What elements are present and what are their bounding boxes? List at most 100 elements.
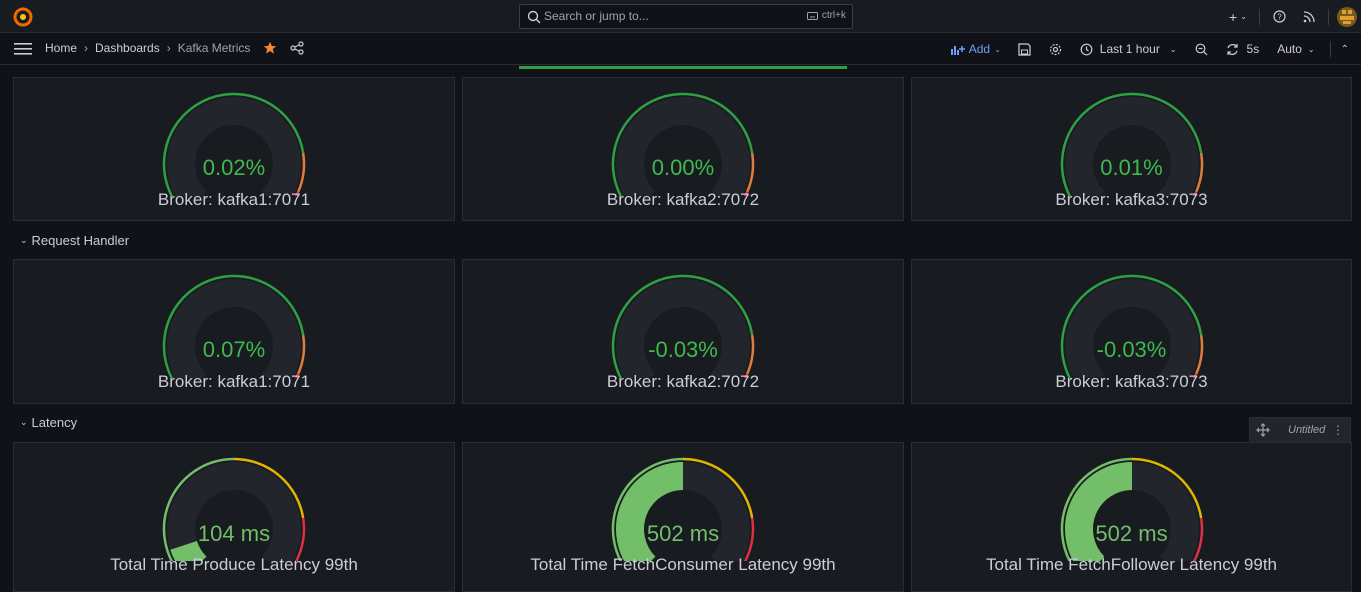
gauge-threshold-red xyxy=(1192,191,1197,196)
gauge-threshold-green xyxy=(611,274,754,378)
gauge-value: 104 ms xyxy=(197,521,271,546)
add-button[interactable]: Add ⌄ xyxy=(943,42,1009,56)
search-placeholder: Search or jump to... xyxy=(544,9,649,23)
divider xyxy=(1259,8,1260,25)
gauge-track xyxy=(616,279,750,378)
divider xyxy=(1329,41,1331,57)
gauge-label: Broker: kafka1:7071 xyxy=(157,372,311,391)
new-menu-button[interactable]: + ⌄ xyxy=(1221,0,1255,33)
gauge-value: 502 ms xyxy=(1095,521,1168,546)
gauge-panel[interactable]: 502 ms Total Time FetchConsumer Latency … xyxy=(462,442,904,592)
time-picker-button[interactable]: Last 1 hour ⌄ xyxy=(1071,33,1186,65)
row-title: Latency xyxy=(31,415,78,430)
dashboard-nav-bar: Home › Dashboards › Kafka Metrics Add ⌄ xyxy=(0,33,1361,65)
save-dashboard-button[interactable] xyxy=(1009,33,1040,65)
breadcrumb-separator-icon: › xyxy=(84,41,89,55)
gauge-threshold-green xyxy=(162,92,305,196)
drag-handle-icon[interactable] xyxy=(1256,423,1270,437)
gauge-value: 502 ms xyxy=(646,521,720,546)
star-icon[interactable] xyxy=(263,41,277,55)
collapse-toolbar-button[interactable]: ⌃ xyxy=(1337,33,1353,65)
untitled-panel-header[interactable]: Untitled ⋮ xyxy=(1249,417,1351,443)
gauge-panel[interactable]: 0.01% Broker: kafka3:7073 xyxy=(911,77,1352,221)
breadcrumb-separator-icon: › xyxy=(166,41,171,55)
gauge-value-arc xyxy=(616,462,684,561)
gauge-threshold-red xyxy=(294,373,300,378)
gauge-icon xyxy=(1060,457,1203,561)
dashboard-toolbar: Add ⌄ Last 1 hour ⌄ xyxy=(943,33,1353,65)
gauge-value-arc xyxy=(170,540,207,561)
user-avatar[interactable] xyxy=(1337,6,1357,27)
panel-progress-indicator xyxy=(519,66,847,69)
gauge-threshold-orange xyxy=(297,152,306,193)
gauge-panel[interactable]: -0.03% Broker: kafka3:7073 xyxy=(911,259,1352,404)
gauge-value: 0.01% xyxy=(1100,155,1163,180)
gauge-threshold-orange xyxy=(746,334,755,375)
help-button[interactable]: ? xyxy=(1264,0,1294,33)
chevron-down-icon: ⌄ xyxy=(1240,12,1247,21)
gauge-track xyxy=(1064,97,1199,196)
row-header-latency[interactable]: ⌄ Latency xyxy=(20,415,77,430)
gauge-panel[interactable]: 0.00% Broker: kafka2:7072 xyxy=(462,77,904,221)
refresh-mode-label: Auto xyxy=(1277,42,1302,56)
zoom-out-icon xyxy=(1195,43,1207,55)
gauge-label: Total Time FetchConsumer Latency 99th xyxy=(530,555,836,574)
dashboard-settings-button[interactable] xyxy=(1040,33,1071,65)
news-button[interactable] xyxy=(1294,0,1324,33)
search-shortcut: ctrl+k xyxy=(806,10,846,21)
gauge-value: -0.03% xyxy=(648,337,718,362)
chevron-down-icon: ⌄ xyxy=(20,235,28,245)
gauge-threshold-green xyxy=(162,274,305,378)
gauge-icon xyxy=(611,274,755,378)
breadcrumb-home[interactable]: Home xyxy=(45,41,78,55)
row-header-request-handler[interactable]: ⌄ Request Handler xyxy=(20,233,129,248)
gauge-panel[interactable]: -0.03% Broker: kafka2:7072 xyxy=(462,259,904,404)
gauge-threshold-green xyxy=(611,457,684,561)
gauge-icon xyxy=(162,457,306,561)
zoom-out-button[interactable] xyxy=(1186,33,1217,65)
gauge-label: Total Time FetchFollower Latency 99th xyxy=(985,555,1278,574)
gauge-panel[interactable]: 104 ms Total Time Produce Latency 99th xyxy=(13,442,455,592)
gauge-threshold-red xyxy=(1192,373,1197,378)
gauge-threshold-orange xyxy=(1194,334,1203,375)
gauge-threshold-red xyxy=(743,373,749,378)
search-input[interactable]: Search or jump to... ctrl+k xyxy=(519,4,853,29)
gauge-threshold-green xyxy=(611,92,754,196)
gauge-panel[interactable]: 0.07% Broker: kafka1:7071 xyxy=(13,259,455,404)
breadcrumb-current: Kafka Metrics xyxy=(177,41,251,55)
search-icon xyxy=(527,10,541,24)
gauge-threshold-red xyxy=(294,191,300,196)
gauge-track xyxy=(167,97,301,196)
refresh-button[interactable]: 5s xyxy=(1217,33,1269,65)
chevron-up-icon: ⌃ xyxy=(1340,43,1349,55)
gauge-panel[interactable]: 502 ms Total Time FetchFollower Latency … xyxy=(911,442,1352,592)
gauge-value: 0.07% xyxy=(202,337,266,362)
gauge-icon xyxy=(162,274,306,378)
chevron-down-icon: ⌄ xyxy=(1307,44,1315,54)
breadcrumb-dashboards[interactable]: Dashboards xyxy=(95,41,160,55)
add-panel-icon xyxy=(950,45,965,55)
gauge-threshold-red xyxy=(294,517,306,561)
add-button-label: Add xyxy=(968,42,991,56)
gauge-panel[interactable]: 0.02% Broker: kafka1:7071 xyxy=(13,77,455,221)
gauge-threshold-red xyxy=(1192,517,1203,561)
panel-title: Untitled xyxy=(1288,424,1326,436)
gauge-track xyxy=(616,97,750,196)
menu-icon[interactable] xyxy=(14,42,32,56)
grafana-logo-icon[interactable] xyxy=(12,6,34,28)
top-bar: Search or jump to... ctrl+k + ⌄ ? xyxy=(0,0,1361,33)
panel-menu-icon[interactable]: ⋮ xyxy=(1332,423,1344,437)
gauge-icon xyxy=(1060,274,1203,378)
gauge-track xyxy=(167,462,301,561)
gauge-track xyxy=(167,279,301,378)
gauge-label: Broker: kafka1:7071 xyxy=(157,190,311,209)
chevron-down-icon: ⌄ xyxy=(20,417,28,427)
keyboard-icon xyxy=(806,11,818,20)
chevron-down-icon: ⌄ xyxy=(1169,44,1177,54)
refresh-mode-picker[interactable]: Auto ⌄ xyxy=(1268,33,1323,65)
gauge-threshold-orange xyxy=(746,152,755,193)
share-icon[interactable] xyxy=(290,41,305,55)
clock-icon xyxy=(1080,43,1093,55)
row-title: Request Handler xyxy=(31,233,130,248)
top-bar-actions: + ⌄ ? xyxy=(1221,0,1361,33)
